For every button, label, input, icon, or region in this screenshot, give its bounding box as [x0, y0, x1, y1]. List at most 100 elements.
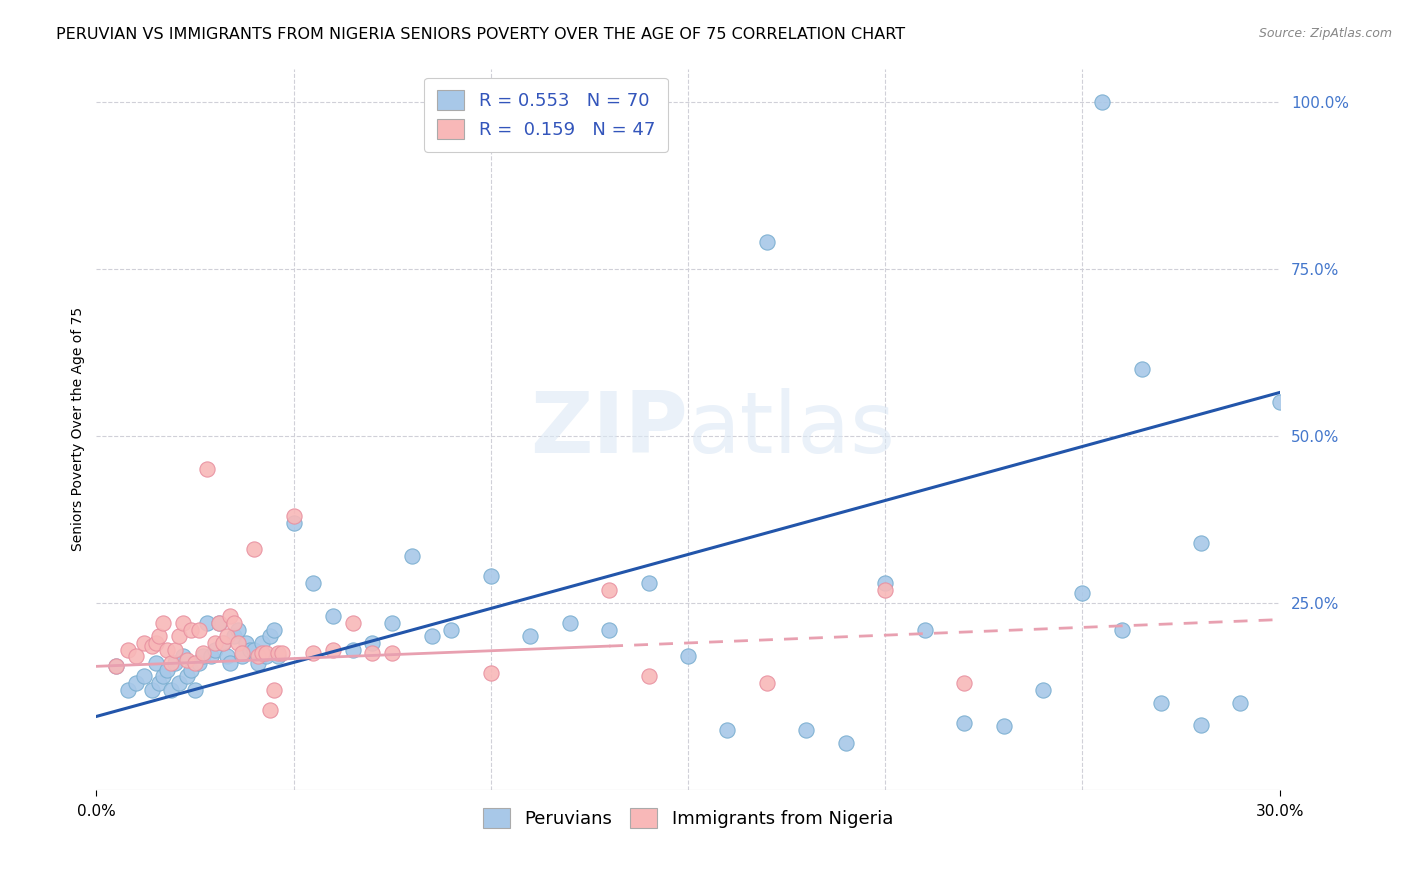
Point — [165, 642, 187, 657]
Point — [187, 656, 209, 670]
Point — [993, 719, 1015, 733]
Point — [215, 629, 238, 643]
Point — [598, 623, 620, 637]
Text: ZIP: ZIP — [530, 388, 688, 471]
Point — [228, 623, 250, 637]
Point — [342, 642, 364, 657]
Point — [160, 656, 183, 670]
Point — [401, 549, 423, 563]
Point — [152, 669, 174, 683]
Point — [1111, 623, 1133, 637]
Point — [381, 646, 404, 660]
Point — [598, 582, 620, 597]
Point — [160, 682, 183, 697]
Point — [322, 642, 344, 657]
Point — [250, 636, 273, 650]
Point — [796, 723, 818, 737]
Point — [132, 636, 155, 650]
Point — [1032, 682, 1054, 697]
Point — [152, 615, 174, 630]
Point — [191, 649, 214, 664]
Point — [145, 656, 167, 670]
Point — [420, 629, 443, 643]
Point — [117, 682, 139, 697]
Point — [1150, 696, 1173, 710]
Point — [1229, 696, 1251, 710]
Point — [637, 575, 659, 590]
Point — [263, 682, 285, 697]
Point — [479, 666, 502, 681]
Point — [283, 516, 305, 530]
Point — [254, 649, 277, 664]
Point — [875, 575, 897, 590]
Point — [117, 642, 139, 657]
Point — [195, 462, 218, 476]
Point — [148, 676, 170, 690]
Point — [167, 676, 190, 690]
Point — [172, 615, 194, 630]
Point — [302, 646, 325, 660]
Point — [172, 649, 194, 664]
Point — [1071, 586, 1094, 600]
Point — [875, 582, 897, 597]
Point — [381, 615, 404, 630]
Point — [180, 623, 202, 637]
Point — [105, 659, 128, 673]
Y-axis label: Seniors Poverty Over the Age of 75: Seniors Poverty Over the Age of 75 — [72, 307, 86, 551]
Point — [835, 736, 858, 750]
Point — [207, 615, 229, 630]
Point — [440, 623, 463, 637]
Point — [156, 642, 179, 657]
Point — [224, 629, 246, 643]
Point — [302, 575, 325, 590]
Point — [105, 659, 128, 673]
Point — [254, 646, 277, 660]
Point — [1189, 535, 1212, 549]
Point — [148, 629, 170, 643]
Text: PERUVIAN VS IMMIGRANTS FROM NIGERIA SENIORS POVERTY OVER THE AGE OF 75 CORRELATI: PERUVIAN VS IMMIGRANTS FROM NIGERIA SENI… — [56, 27, 905, 42]
Point — [716, 723, 738, 737]
Point — [191, 646, 214, 660]
Point — [141, 682, 163, 697]
Point — [247, 656, 270, 670]
Point — [953, 676, 976, 690]
Point — [267, 649, 290, 664]
Point — [219, 609, 242, 624]
Point — [204, 636, 226, 650]
Point — [145, 636, 167, 650]
Point — [125, 676, 148, 690]
Point — [184, 656, 207, 670]
Point — [676, 649, 699, 664]
Point — [247, 649, 270, 664]
Point — [322, 609, 344, 624]
Point — [184, 682, 207, 697]
Point — [479, 569, 502, 583]
Point — [156, 663, 179, 677]
Point — [219, 656, 242, 670]
Point — [141, 640, 163, 654]
Point — [211, 636, 233, 650]
Point — [204, 642, 226, 657]
Text: atlas: atlas — [688, 388, 896, 471]
Point — [200, 649, 222, 664]
Point — [132, 669, 155, 683]
Legend: Peruvians, Immigrants from Nigeria: Peruvians, Immigrants from Nigeria — [475, 801, 900, 835]
Point — [125, 649, 148, 664]
Point — [259, 703, 281, 717]
Point — [1268, 395, 1291, 409]
Point — [637, 669, 659, 683]
Point — [187, 623, 209, 637]
Point — [1189, 718, 1212, 732]
Point — [176, 669, 198, 683]
Point — [283, 509, 305, 524]
Point — [215, 649, 238, 664]
Point — [361, 636, 384, 650]
Point — [176, 653, 198, 667]
Point — [270, 646, 292, 660]
Point — [250, 646, 273, 660]
Point — [211, 636, 233, 650]
Point — [231, 649, 253, 664]
Point — [235, 636, 257, 650]
Point — [243, 542, 266, 557]
Text: Source: ZipAtlas.com: Source: ZipAtlas.com — [1258, 27, 1392, 40]
